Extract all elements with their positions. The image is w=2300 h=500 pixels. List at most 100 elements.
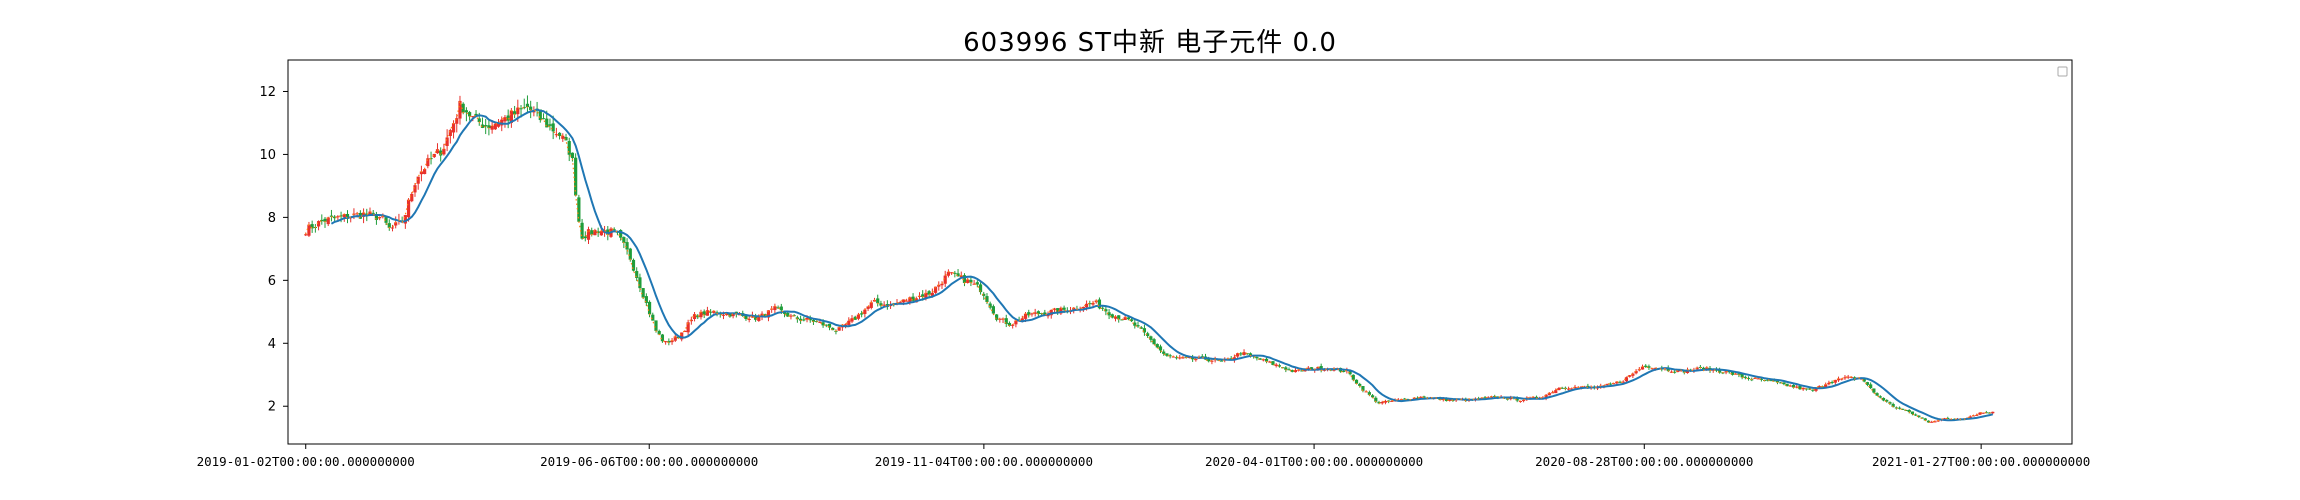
dotted-price-line [305, 100, 1994, 424]
candle-body [905, 300, 909, 302]
candle-body [455, 118, 459, 124]
candle-body [943, 275, 947, 284]
y-tick-label: 6 [268, 274, 276, 289]
candle-body [795, 317, 799, 320]
candle-body [1608, 383, 1612, 385]
candle-body [1210, 360, 1214, 362]
candle-body [744, 315, 748, 319]
candle-body [1014, 320, 1018, 325]
candle-body [516, 107, 520, 115]
candle-body [933, 286, 938, 293]
candle-body [831, 327, 835, 331]
candle-body [1872, 388, 1876, 393]
candle-body [1628, 375, 1632, 377]
candle-body [1255, 357, 1259, 359]
candle-body [988, 303, 992, 308]
candle-body [416, 176, 420, 184]
candle-body [567, 141, 571, 155]
candle-body [821, 322, 825, 326]
candle-body [779, 306, 783, 311]
candle-body [1547, 392, 1551, 396]
candle-body [310, 224, 314, 229]
candle-body [503, 117, 507, 122]
candle-body [1011, 324, 1015, 326]
candle-body [1827, 382, 1831, 385]
candle-body [586, 229, 591, 240]
x-tick-label: 2020-08-28T00:00:00.000000000 [1535, 454, 1753, 469]
candle-body [1522, 400, 1526, 402]
candle-body [606, 229, 610, 235]
candle-body [513, 111, 517, 115]
candle-body [789, 315, 793, 317]
candle-body [1666, 367, 1670, 371]
candle-body [496, 123, 501, 127]
candle-body [995, 314, 999, 320]
x-tick-label: 2019-11-04T00:00:00.000000000 [875, 454, 1093, 469]
candle-body [1769, 380, 1773, 382]
candle-body [1300, 370, 1304, 372]
candle-body [1554, 390, 1558, 394]
candle-body [406, 199, 411, 218]
candle-body [876, 298, 880, 304]
candle-body [638, 277, 642, 289]
candle-body [570, 152, 575, 159]
candle-body [1756, 378, 1760, 380]
candle-body [1766, 379, 1770, 381]
candle-body [664, 341, 668, 343]
candle-body [1441, 398, 1445, 400]
candle-body [911, 296, 915, 301]
candle-body [959, 275, 963, 278]
candle-body [1644, 365, 1648, 367]
candle-body [1775, 380, 1780, 383]
candle-body [1933, 421, 1937, 423]
candle-body [583, 236, 587, 239]
candle-body [1570, 388, 1574, 390]
candle-body [1833, 379, 1837, 383]
candle-body [1946, 417, 1950, 419]
candle-body [644, 296, 648, 303]
candle-body [1361, 386, 1365, 391]
candle-body [577, 197, 581, 222]
candle-body [445, 137, 449, 146]
candle-body [1634, 370, 1638, 374]
candle-body [651, 314, 655, 321]
candle-body [1007, 322, 1012, 326]
candle-body [1277, 365, 1281, 367]
candle-body [1287, 369, 1291, 371]
candle-body [1483, 397, 1487, 399]
candle-body [1695, 367, 1699, 370]
candle-body [1088, 303, 1092, 305]
candle-body [1875, 393, 1879, 396]
candle-body [471, 116, 475, 118]
candle-body [1236, 353, 1240, 357]
candle-body [1901, 408, 1905, 410]
candle-body [1885, 399, 1889, 402]
candle-body [635, 271, 639, 278]
candle-body [927, 291, 931, 295]
candle-body [1142, 328, 1147, 333]
candle-body [766, 310, 771, 318]
candle-body [850, 318, 854, 322]
candle-body [1155, 344, 1159, 348]
candle-body [782, 311, 787, 314]
candle-body [683, 330, 687, 333]
candle-body [847, 320, 851, 325]
candle-body [908, 297, 912, 303]
candle-body [1072, 307, 1076, 310]
candle-body [946, 271, 951, 276]
candle-body [522, 107, 526, 109]
candle-body [1030, 313, 1034, 315]
candle-body [574, 157, 578, 196]
candle-body [596, 231, 600, 234]
candle-body [773, 306, 777, 311]
candle-body [786, 312, 790, 317]
candle-body [721, 314, 726, 316]
candle-body [728, 312, 732, 317]
candle-body [474, 113, 478, 116]
candle-body [680, 332, 684, 340]
candle-body [1740, 373, 1744, 378]
candle-body [1888, 402, 1892, 404]
candle-body [439, 150, 443, 156]
candle-body [972, 283, 976, 285]
